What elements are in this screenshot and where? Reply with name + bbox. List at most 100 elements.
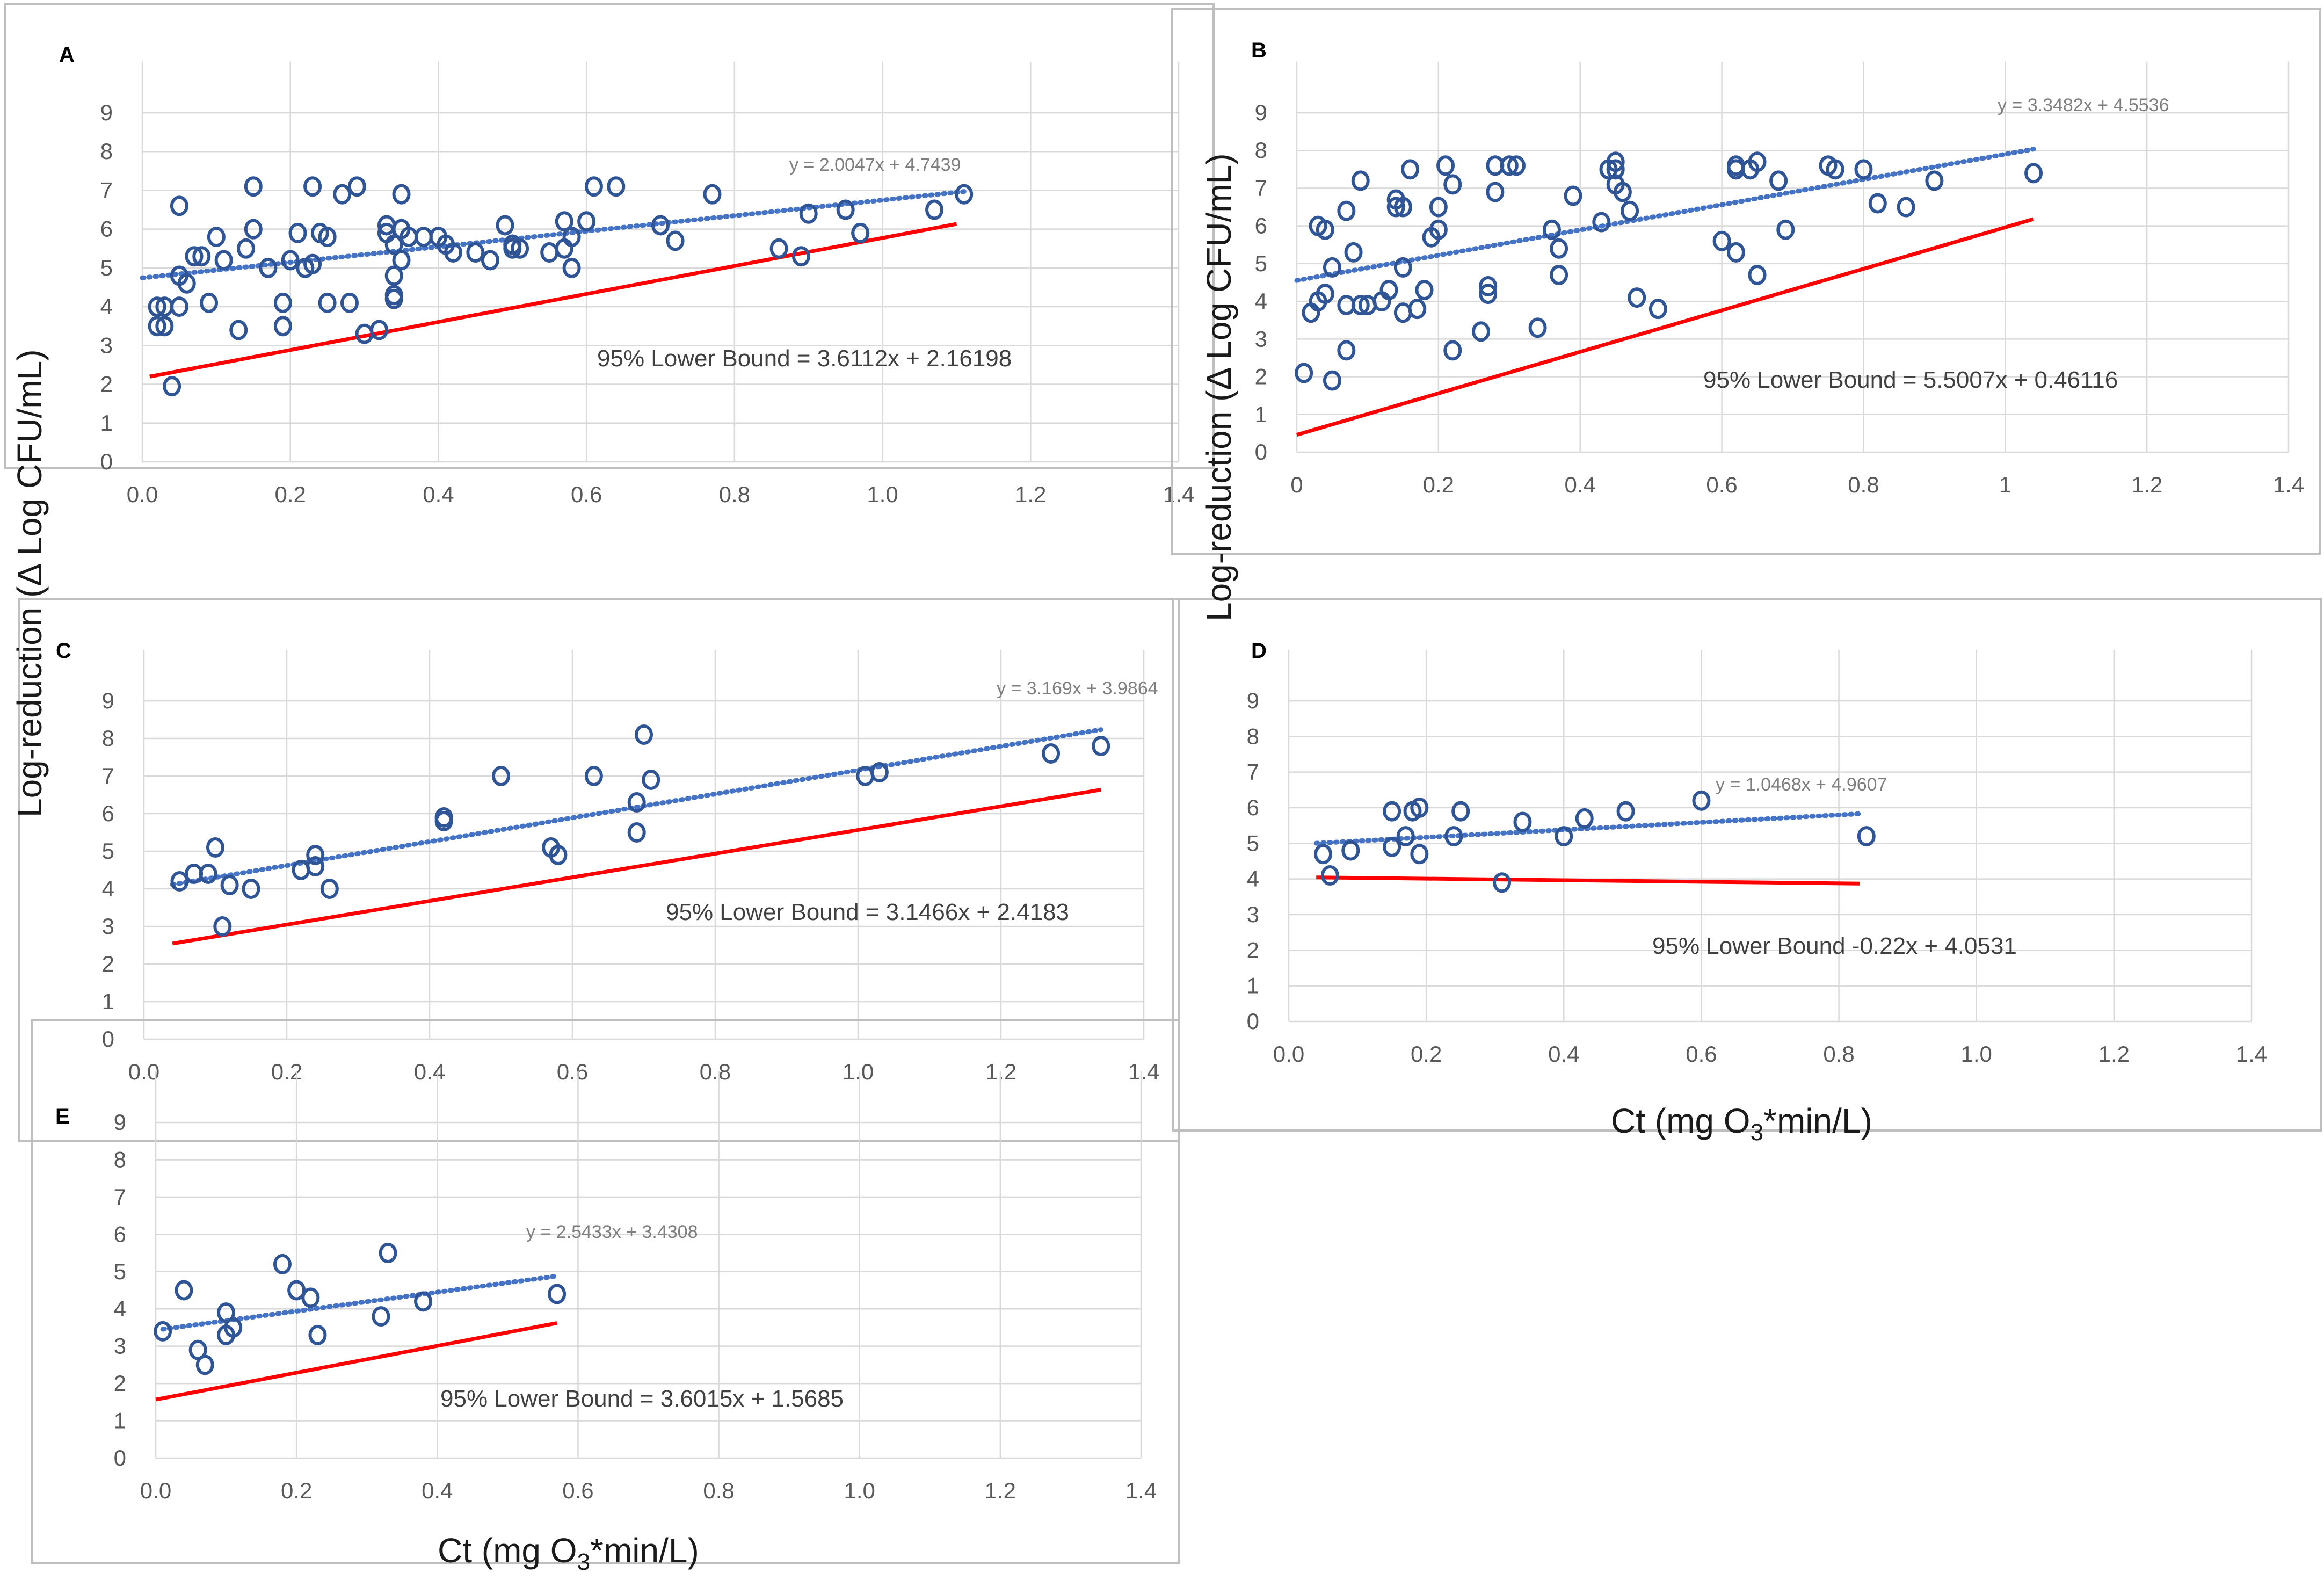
y-axis-label: Log-reduction (Δ Log CFU/mL) bbox=[10, 349, 49, 817]
x-axis-label-suffix: *min/L) bbox=[590, 1531, 699, 1570]
data-point bbox=[1500, 155, 1519, 176]
data-point bbox=[555, 211, 573, 232]
data-point bbox=[627, 792, 646, 813]
y-tick-label: 7 bbox=[100, 177, 113, 202]
x-tick-label: 1.4 bbox=[1128, 1059, 1159, 1084]
data-point bbox=[1341, 840, 1360, 861]
data-point bbox=[199, 864, 217, 884]
data-point bbox=[584, 766, 603, 786]
y-tick-label: 8 bbox=[102, 726, 114, 751]
data-point bbox=[548, 1284, 567, 1304]
x-tick-label: 0.0 bbox=[140, 1478, 171, 1503]
x-tick-label: 0.8 bbox=[700, 1059, 731, 1084]
data-point bbox=[1592, 212, 1611, 233]
y-axis-label-right: Log-reduction (Δ Log CFU/mL) bbox=[1200, 153, 1238, 621]
x-tick-label: 0.4 bbox=[1548, 1041, 1579, 1067]
x-tick-label: 0.2 bbox=[1411, 1041, 1442, 1067]
y-tick-label: 0 bbox=[100, 449, 113, 474]
data-point bbox=[1323, 257, 1341, 278]
data-point bbox=[1555, 826, 1573, 847]
trendline-equation: y = 2.0047x + 4.7439 bbox=[789, 155, 961, 175]
data-point bbox=[1692, 790, 1711, 811]
trendline bbox=[170, 727, 1103, 887]
data-point bbox=[206, 837, 224, 858]
lower-bound-equation: 95% Lower Bound -0.22x + 4.0531 bbox=[1652, 933, 2017, 959]
panel-label-b: B bbox=[1251, 39, 1267, 62]
x-tick-label: 0.4 bbox=[423, 482, 454, 507]
y-tick-label: 6 bbox=[102, 801, 114, 826]
y-tick-label: 8 bbox=[1255, 137, 1267, 163]
y-tick-label: 7 bbox=[1255, 175, 1267, 200]
data-point bbox=[1323, 370, 1341, 391]
data-point bbox=[1443, 340, 1462, 361]
data-point bbox=[242, 879, 260, 899]
y-tick-label: 8 bbox=[114, 1147, 126, 1172]
y-tick-label: 2 bbox=[102, 951, 114, 976]
y-tick-label: 1 bbox=[1255, 402, 1267, 427]
data-point bbox=[177, 273, 196, 294]
data-point bbox=[1776, 219, 1795, 240]
data-point bbox=[220, 875, 239, 895]
y-tick-label: 6 bbox=[1255, 213, 1267, 238]
y-tick-label: 1 bbox=[1247, 973, 1259, 998]
data-point bbox=[237, 238, 255, 259]
data-point bbox=[1606, 159, 1625, 180]
x-tick-label: 0.0 bbox=[127, 482, 158, 507]
data-point bbox=[1401, 159, 1420, 180]
lower-bound-line bbox=[1316, 875, 1860, 886]
x-tick-label: 0.0 bbox=[1273, 1041, 1304, 1067]
data-point bbox=[562, 257, 581, 278]
data-point bbox=[175, 1280, 193, 1301]
data-point bbox=[392, 184, 411, 205]
data-point bbox=[1351, 295, 1370, 316]
data-point bbox=[318, 292, 337, 313]
x-tick-label: 0.8 bbox=[703, 1478, 734, 1503]
data-point bbox=[1316, 219, 1334, 240]
data-point bbox=[769, 238, 788, 259]
data-point bbox=[281, 250, 300, 271]
y-tick-label: 3 bbox=[1247, 902, 1259, 927]
data-point bbox=[1383, 801, 1401, 822]
data-point bbox=[1042, 743, 1061, 764]
data-point bbox=[1393, 257, 1412, 278]
data-point bbox=[799, 203, 818, 224]
data-point bbox=[496, 215, 514, 236]
data-point bbox=[607, 176, 626, 197]
panel-label-d: D bbox=[1251, 639, 1267, 663]
data-point bbox=[384, 265, 403, 286]
y-tick-label: 2 bbox=[100, 372, 113, 397]
data-point bbox=[1648, 299, 1667, 320]
x-axis-label-d: Ct (mg O3*min/L) bbox=[1611, 1101, 1872, 1146]
data-point bbox=[1621, 200, 1639, 221]
data-point bbox=[434, 811, 453, 831]
data-point bbox=[414, 227, 433, 248]
trendline-equation: y = 1.0468x + 4.9607 bbox=[1716, 774, 1887, 795]
y-tick-label: 2 bbox=[1247, 937, 1259, 962]
data-point bbox=[1507, 155, 1526, 176]
x-tick-label: 1.0 bbox=[843, 1059, 874, 1084]
y-tick-label: 4 bbox=[1255, 288, 1267, 314]
data-point bbox=[703, 184, 722, 205]
x-tick-label: 1.4 bbox=[1125, 1478, 1157, 1503]
x-tick-label: 0.6 bbox=[562, 1478, 593, 1503]
x-tick-label: 1.4 bbox=[2273, 472, 2304, 497]
y-tick-label: 5 bbox=[102, 838, 114, 864]
data-point bbox=[214, 250, 233, 271]
data-point bbox=[259, 257, 278, 278]
y-tick-label: 1 bbox=[114, 1408, 126, 1433]
x-axis-label-prefix: Ct (mg O bbox=[438, 1531, 577, 1570]
x-tick-label: 0.2 bbox=[271, 1059, 302, 1084]
data-point bbox=[1415, 280, 1434, 301]
data-point bbox=[635, 724, 653, 745]
data-point bbox=[1513, 811, 1532, 832]
data-point bbox=[1868, 193, 1887, 214]
data-point bbox=[229, 320, 248, 340]
data-point bbox=[1748, 264, 1767, 285]
x-tick-label: 1.2 bbox=[2131, 472, 2162, 497]
x-tick-label: 1.4 bbox=[2236, 1041, 2267, 1067]
y-tick-label: 3 bbox=[100, 332, 113, 358]
data-point bbox=[1386, 197, 1405, 218]
y-tick-label: 2 bbox=[1255, 364, 1267, 389]
data-point bbox=[213, 916, 232, 937]
y-tick-label: 6 bbox=[1247, 795, 1259, 820]
